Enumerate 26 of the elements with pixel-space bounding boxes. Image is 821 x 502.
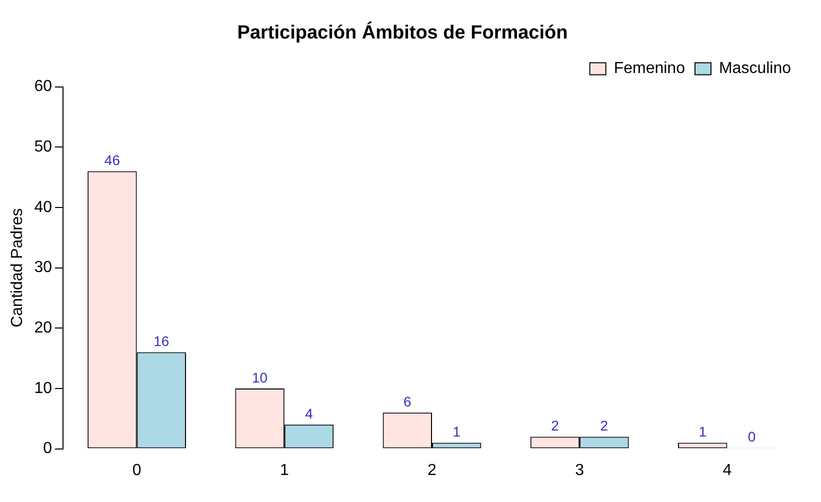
- data-label: 46: [104, 152, 120, 168]
- y-tick-label: 40: [34, 198, 52, 216]
- y-tick-label: 10: [34, 380, 52, 397]
- y-tick-label: 0: [43, 440, 52, 458]
- y-tick-label: 30: [34, 259, 52, 276]
- x-tick-label: 2: [428, 462, 437, 479]
- data-label: 10: [252, 369, 268, 386]
- x-tick-label: 4: [722, 462, 732, 479]
- data-label: 16: [154, 333, 170, 350]
- data-label: 1: [698, 424, 707, 440]
- y-tick-label: 20: [34, 320, 52, 337]
- x-tick-label: 0: [132, 462, 142, 479]
- y-tick-label: 60: [34, 78, 52, 96]
- y-tick-label: 50: [34, 138, 52, 156]
- data-label: 2: [600, 418, 608, 434]
- data-label: 0: [748, 428, 756, 445]
- legend-label: Femenino: [614, 60, 686, 78]
- data-label: 2: [551, 418, 560, 434]
- data-label: 4: [305, 406, 314, 422]
- data-label: 6: [404, 393, 412, 410]
- y-axis-title: Cantidad Padres: [9, 208, 26, 328]
- legend-label: Masculino: [718, 60, 792, 78]
- data-label: 1: [452, 424, 461, 440]
- x-tick-label: 1: [280, 462, 289, 479]
- x-tick-label: 3: [575, 462, 584, 479]
- chart-title: Participación Ámbitos de Formación: [237, 22, 568, 44]
